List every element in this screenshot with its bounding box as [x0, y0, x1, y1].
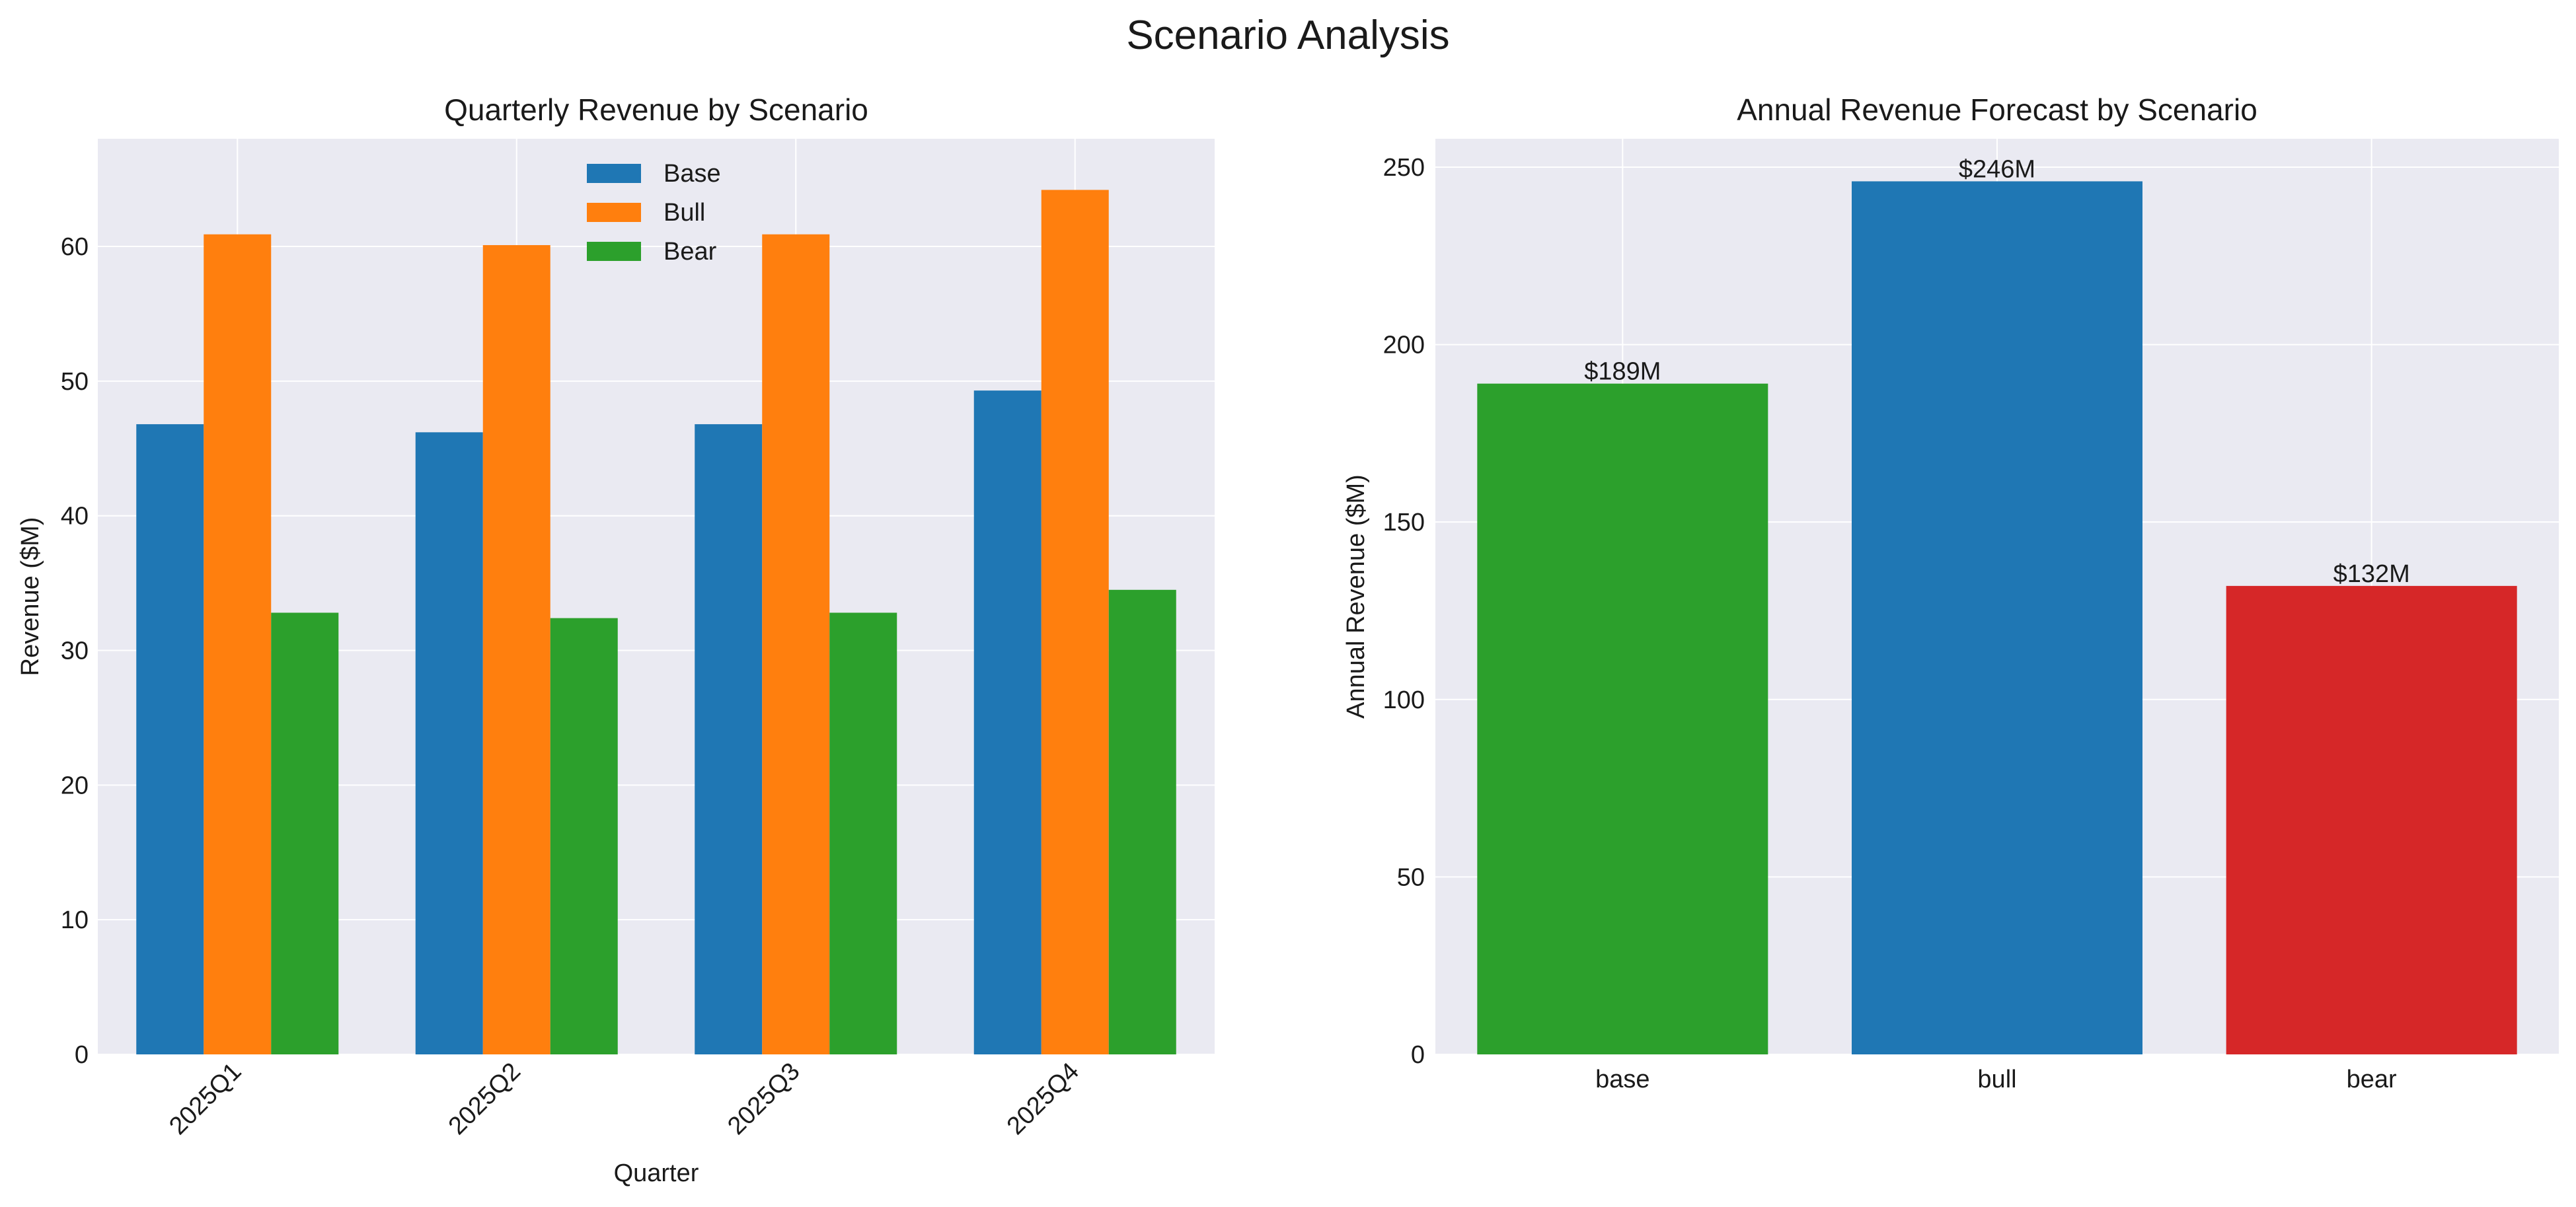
- figure-title: Scenario Analysis: [1126, 13, 1449, 58]
- bar-annual-base: [1477, 383, 1768, 1054]
- annual-y-tick-label: 50: [1397, 863, 1425, 891]
- legend-label-bear: Bear: [663, 238, 717, 266]
- annual-y-tick-label: 150: [1383, 509, 1425, 536]
- bar-bull-2025q2: [482, 245, 550, 1054]
- annual-y-tick-label: 200: [1383, 332, 1425, 359]
- bar-bull-2025q1: [204, 234, 272, 1054]
- bar-bear-2025q4: [1108, 589, 1176, 1054]
- quarterly-y-tick-label: 60: [61, 233, 89, 261]
- bar-base-2025q3: [695, 424, 763, 1054]
- quarterly-y-axis-label: Revenue ($M): [17, 517, 44, 677]
- annual-y-tick-label: 100: [1383, 686, 1425, 714]
- annual-y-axis-label: Annual Revenue ($M): [1342, 474, 1370, 719]
- annual-data-label-bear: $132M: [2333, 560, 2410, 588]
- bar-annual-bull: [1852, 181, 2142, 1055]
- legend-swatch-base: [587, 164, 641, 183]
- annual-x-tick-label: bear: [2347, 1066, 2397, 1093]
- quarterly-y-tick-label: 0: [75, 1041, 89, 1069]
- bar-bear-2025q1: [271, 612, 339, 1054]
- quarterly-y-tick-label: 30: [61, 638, 89, 665]
- legend-label-bull: Bull: [663, 199, 705, 227]
- quarterly-x-axis-label: Quarter: [614, 1159, 699, 1187]
- bar-base-2025q1: [136, 424, 204, 1054]
- bar-base-2025q4: [973, 390, 1042, 1054]
- annual-x-tick-label: bull: [1977, 1066, 2016, 1093]
- bar-bear-2025q2: [550, 618, 618, 1054]
- legend-swatch-bull: [587, 203, 641, 222]
- quarterly-y-tick-label: 10: [61, 906, 89, 934]
- quarterly-y-tick-label: 20: [61, 772, 89, 799]
- bar-base-2025q2: [415, 432, 483, 1054]
- annual-x-tick-label: base: [1595, 1066, 1649, 1093]
- annual-chart-title: Annual Revenue Forecast by Scenario: [1737, 92, 2257, 127]
- bar-bull-2025q3: [762, 234, 830, 1054]
- bar-bear-2025q3: [829, 612, 897, 1054]
- legend-swatch-bear: [587, 242, 641, 261]
- legend-label-base: Base: [663, 160, 721, 188]
- annual-chart: $189M $246M $132M 0 50 100 150 200 250 base bull…: [1342, 92, 2559, 1093]
- bar-bull-2025q4: [1041, 190, 1109, 1055]
- quarterly-legend: Base Bull Bear: [587, 160, 721, 266]
- quarterly-y-tick-label: 40: [61, 503, 89, 530]
- annual-data-label-base: $189M: [1584, 358, 1661, 386]
- annual-y-tick-label: 250: [1383, 154, 1425, 182]
- quarterly-chart-title: Quarterly Revenue by Scenario: [444, 92, 868, 127]
- quarterly-y-tick-label: 50: [61, 368, 89, 396]
- annual-y-tick-label: 0: [1411, 1041, 1425, 1069]
- bar-annual-bear: [2226, 585, 2517, 1054]
- annual-data-label-bull: $246M: [1959, 155, 2035, 183]
